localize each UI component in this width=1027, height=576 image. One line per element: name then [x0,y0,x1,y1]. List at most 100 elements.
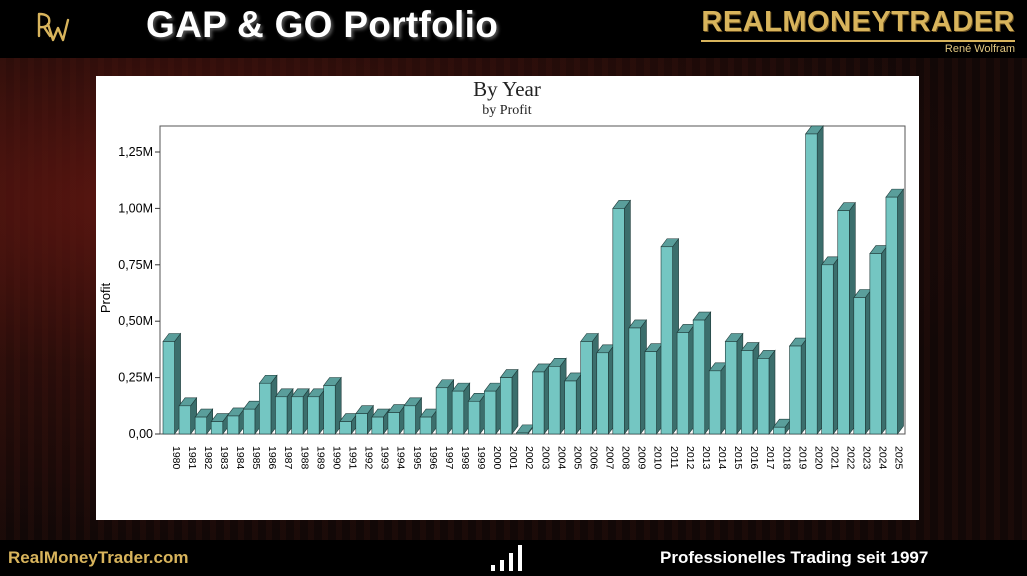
bar-front [371,416,384,435]
bar-front [194,416,207,435]
x-tick-label: 2005 [571,446,583,470]
bar-front [853,297,866,435]
x-tick-label: 2023 [861,446,873,470]
bar-front [708,370,722,435]
x-tick-label: 2006 [587,446,599,470]
bar-front [741,350,754,435]
x-tick-label: 1989 [314,446,326,470]
bar-1997 [435,378,455,435]
bar-2017 [756,349,776,435]
bar-1985 [242,400,262,435]
bar-2021 [821,255,840,435]
bar-2020 [805,125,824,435]
x-tick-label: 1994 [395,446,407,470]
bar-chart-icon [491,544,525,571]
bar-front [355,413,368,435]
y-tick-label: 0,50M [118,314,153,328]
x-tick-label: 2001 [507,446,519,470]
x-tick-label: 2007 [604,446,616,470]
rw-logo-icon [37,12,70,42]
bar-2002 [515,423,535,435]
bar-front [789,345,802,435]
bar-front [660,246,673,435]
bar-front [885,196,898,435]
brand-underline [701,40,1015,42]
bar-2013 [692,311,712,435]
bar-front [210,421,224,435]
x-tick-label: 2018 [780,446,792,470]
x-tick-label: 1981 [186,446,198,470]
x-axis-ticks: 1980 1981 1982 1983 1984 1985 1986 1987 1988 1989… [170,446,905,470]
profit-by-year-chart: By Year by Profit Profit 0,000,25M0,50M0… [98,77,906,470]
bar-2008 [612,199,631,435]
x-tick-label: 2000 [491,446,503,470]
bar-front [291,396,304,435]
y-axis-ticks: 0,00 0,25M 0,50M 0,75M 1,00M 1,25M [118,145,160,441]
y-axis-label: Profit [98,282,113,313]
bar-2006 [580,332,599,435]
bar-front [564,380,577,435]
x-tick-label: 1993 [379,446,391,470]
bar-front [628,327,641,435]
bar-2024 [869,244,889,435]
bar-2005 [564,372,583,435]
bar-1990 [323,376,342,435]
x-tick-label: 1988 [298,446,310,470]
chart-panel: By Year by Profit Profit 0,00 0,25M 0,50M 0… [96,76,919,520]
bar-2004 [547,357,567,435]
bar-front [323,385,336,435]
x-tick-label: 2020 [812,446,824,470]
bar-2014 [708,361,728,435]
x-tick-label: 2008 [620,446,632,470]
bar-2015 [724,332,744,435]
bar-front [467,400,481,435]
y-tick-label: 0,75M [118,258,153,272]
x-tick-label: 1982 [202,446,214,470]
x-tick-label: 1996 [427,446,439,470]
x-tick-label: 2013 [700,446,712,470]
bar-front [757,358,770,435]
bar-front [339,421,352,435]
bar-2007 [596,343,615,435]
y-tick-label: 1,25M [118,145,153,159]
y-tick-label: 1,00M [118,201,153,215]
bar-2025 [885,188,905,435]
x-tick-label: 1980 [170,446,182,470]
x-tick-label: 1999 [475,446,487,470]
bar-1992 [355,404,374,435]
bar-front [596,352,609,435]
footer-bar [0,540,1027,576]
x-tick-label: 2019 [796,446,808,470]
bar-1989 [306,387,326,435]
y-tick-label: 0,00 [129,427,153,441]
x-tick-label: 1995 [411,446,423,470]
bar-front [275,396,288,435]
x-tick-label: 2002 [523,446,535,470]
x-tick-label: 2015 [732,446,744,470]
bar-front [178,405,191,435]
bar-side [768,349,776,435]
y-tick-label: 0,25M [118,371,153,385]
bar-1981 [178,396,198,435]
bar-side [897,188,904,435]
x-tick-label: 2010 [652,446,664,470]
bar-1986 [258,374,278,435]
x-tick-label: 1990 [330,446,342,470]
footer-website[interactable]: RealMoneyTrader.com [8,548,189,567]
bar-front [419,416,432,435]
bar-front [773,426,786,435]
bar-front [548,366,561,435]
x-tick-label: 2021 [828,446,840,470]
brand-logo: REALMONEYTRADER René Wolfram [701,6,1015,55]
bar-2012 [676,323,696,435]
bar-front [724,341,738,435]
x-tick-label: 2011 [668,446,680,469]
header-bar [0,0,1027,58]
bar-1998 [451,382,471,435]
bar-front [532,371,545,435]
bar-2000 [483,382,503,435]
x-tick-label: 1998 [459,446,471,470]
bar-front [692,319,706,435]
chart-subtitle: by Profit [482,103,532,118]
x-tick-label: 1997 [443,446,455,470]
